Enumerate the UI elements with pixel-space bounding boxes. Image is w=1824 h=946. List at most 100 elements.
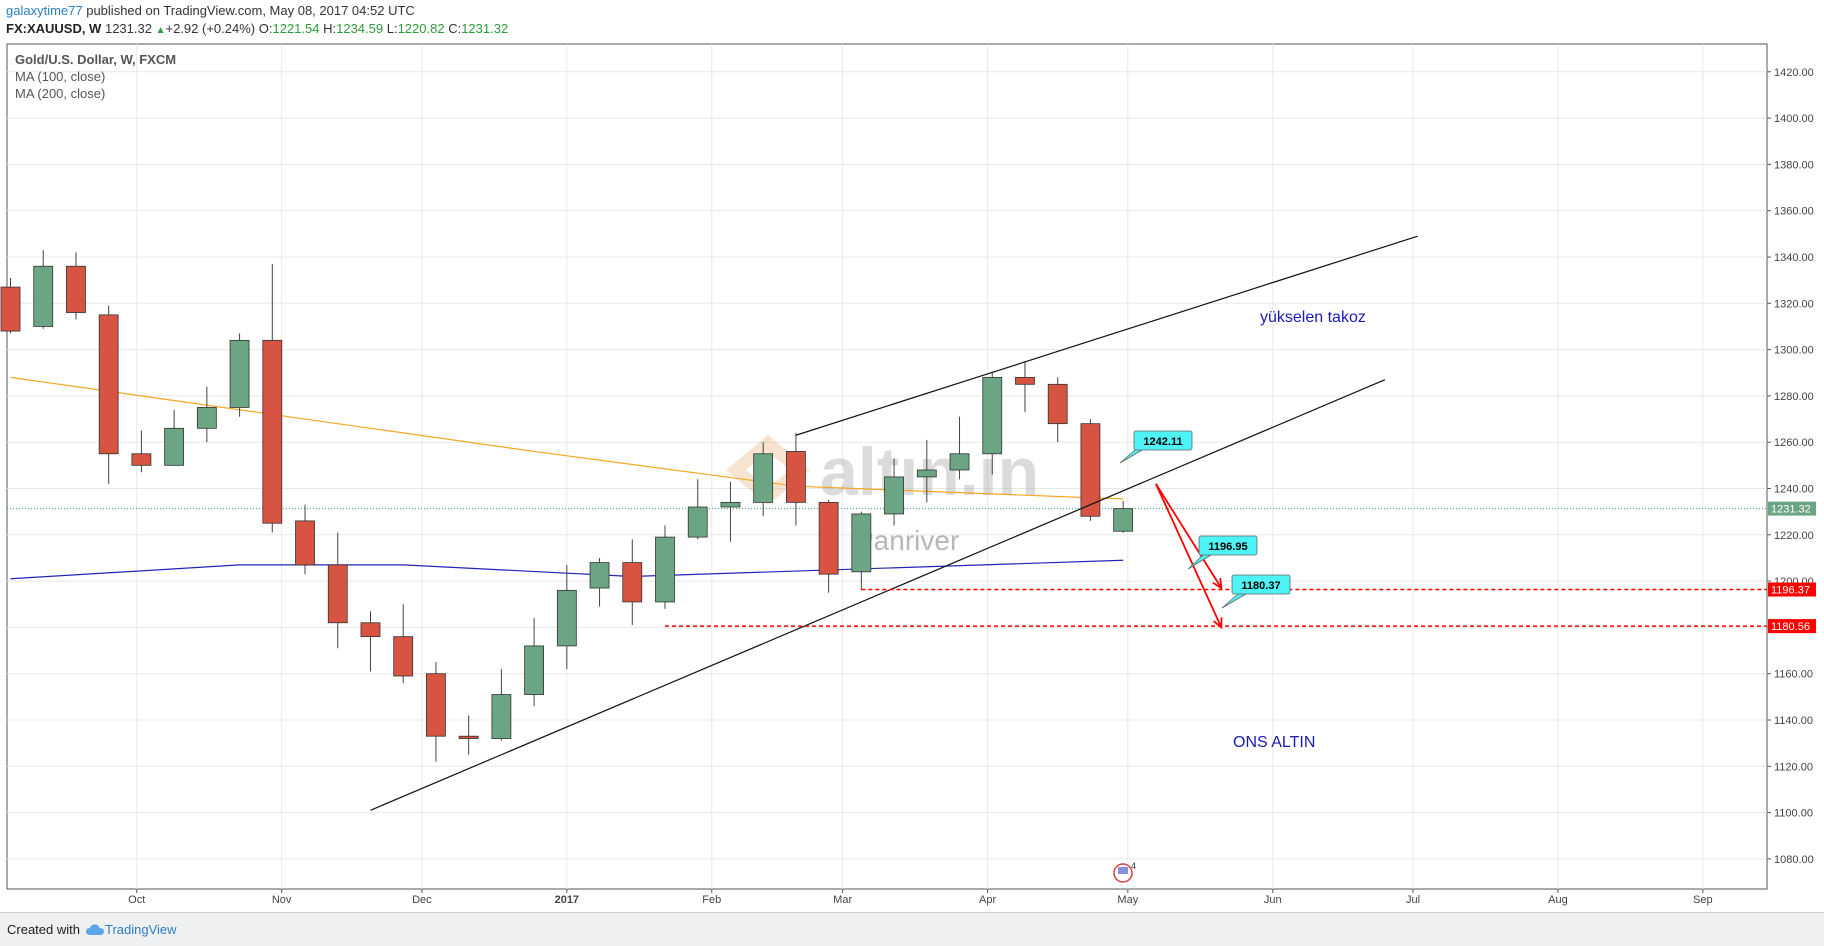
symbol-label: FX:XAUUSD, W xyxy=(6,21,102,36)
x-tick-label: Oct xyxy=(128,894,145,906)
candle xyxy=(1047,377,1068,443)
candle-body xyxy=(720,501,741,508)
author-link[interactable]: galaxytime77 xyxy=(6,3,83,18)
candle xyxy=(327,532,348,649)
wedge-label: yükselen takoz xyxy=(1260,309,1366,326)
y-tick-label: 1100.00 xyxy=(1774,808,1813,820)
candle xyxy=(196,386,217,443)
legend-ma200[interactable]: MA (200, close) xyxy=(15,86,106,101)
x-tick-label: Nov xyxy=(272,894,292,906)
watermark-text: Panriver xyxy=(855,525,959,556)
candle-body xyxy=(622,562,643,603)
candle-body xyxy=(360,622,381,638)
close-value: 1231.32 xyxy=(461,21,509,36)
legend-title: Gold/U.S. Dollar, W, FXCM xyxy=(15,52,177,67)
candle-body xyxy=(98,314,119,455)
candle-body xyxy=(753,453,774,503)
candle-body xyxy=(131,453,152,466)
candle xyxy=(1015,361,1035,413)
candle-body xyxy=(851,513,872,573)
candle xyxy=(851,511,872,591)
callout-3[interactable]: 1180.37 xyxy=(1221,574,1291,609)
candle-body xyxy=(589,562,610,589)
last-price-tag xyxy=(1768,501,1816,516)
change-text: +2.92 (+0.24%) xyxy=(165,21,256,36)
x-tick-label: Feb xyxy=(702,894,721,906)
y-tick-label: 1240.00 xyxy=(1774,483,1814,495)
candle xyxy=(982,372,1003,475)
y-tick-label: 1300.00 xyxy=(1774,345,1814,357)
candle-body xyxy=(818,501,839,575)
open-label: O: xyxy=(258,21,273,36)
price-chart[interactable]: altın.in Panriver 1080.001100.001120.001… xyxy=(0,0,1824,912)
candle-body xyxy=(1015,376,1035,385)
last-price-tag-text: 1231.32 xyxy=(1771,504,1811,516)
candle-body xyxy=(524,645,544,695)
y-tick-label: 1140.00 xyxy=(1774,715,1813,727)
candle xyxy=(949,416,970,480)
event-marker[interactable]: 4 xyxy=(1113,861,1136,883)
created-with-text: Created with xyxy=(7,922,80,937)
support-tag-1 xyxy=(1768,582,1816,597)
legend-ma100[interactable]: MA (100, close) xyxy=(15,69,106,84)
plot-border xyxy=(6,43,1768,890)
candle xyxy=(0,277,21,334)
candle-body xyxy=(655,536,675,603)
candle xyxy=(393,604,414,683)
candle xyxy=(622,539,643,626)
candle xyxy=(524,618,544,707)
tradingview-link[interactable]: TradingView xyxy=(105,922,177,937)
y-tick-label: 1420.00 xyxy=(1774,67,1814,79)
support-tag-2 xyxy=(1768,619,1816,634)
close-label: C: xyxy=(448,21,462,36)
candle xyxy=(720,481,741,542)
candle-body xyxy=(164,427,185,466)
support-tag-1-text: 1196.37 xyxy=(1771,584,1810,596)
callout-2-text: 1196.95 xyxy=(1208,541,1247,553)
open-value: 1221.54 xyxy=(272,21,320,36)
candle-body xyxy=(33,265,54,327)
publish-text: published on TradingView.com, May 08, 20… xyxy=(82,3,415,18)
candle xyxy=(33,250,54,329)
candle xyxy=(426,662,446,762)
x-tick-label: Dec xyxy=(412,894,432,906)
candle-body xyxy=(491,694,512,739)
low-label: L: xyxy=(386,21,398,36)
candle-body xyxy=(426,673,446,737)
candle xyxy=(786,432,806,526)
candle-body xyxy=(982,376,1003,455)
y-tick-label: 1340.00 xyxy=(1774,252,1814,264)
y-tick-label: 1280.00 xyxy=(1774,391,1814,403)
candle-body xyxy=(327,564,348,624)
trendline xyxy=(795,235,1418,436)
candle-body xyxy=(1047,383,1068,425)
y-tick-label: 1080.00 xyxy=(1774,854,1814,866)
ohlc-header: FX:XAUUSD, W 1231.32 ▲+2.92 (+0.24%) O:1… xyxy=(6,21,508,36)
ons-label: ONS ALTIN xyxy=(1233,734,1315,751)
y-tick-label: 1360.00 xyxy=(1774,206,1814,218)
candle xyxy=(655,525,675,609)
y-tick-label: 1220.00 xyxy=(1774,530,1814,542)
low-value: 1220.82 xyxy=(397,21,445,36)
candle-body xyxy=(0,286,21,332)
candle xyxy=(262,263,283,533)
arrow-line xyxy=(1155,483,1223,628)
candle-body xyxy=(884,476,904,515)
x-tick-label: May xyxy=(1117,894,1138,906)
footer-bar: Created with TradingView xyxy=(0,912,1824,946)
publish-info: galaxytime77 published on TradingView.co… xyxy=(6,3,415,18)
callout-1[interactable]: 1242.11 xyxy=(1119,430,1193,464)
x-tick-label: Sep xyxy=(1693,894,1713,906)
candle xyxy=(295,504,315,575)
candle xyxy=(66,252,86,320)
event-count: 4 xyxy=(1131,861,1136,871)
candle-body xyxy=(556,589,577,647)
callout-3-text: 1180.37 xyxy=(1241,580,1280,592)
x-tick-label: Mar xyxy=(833,894,852,906)
callout-1-text: 1242.11 xyxy=(1143,436,1182,448)
callout-2[interactable]: 1196.95 xyxy=(1187,535,1258,570)
x-tick-label: Jun xyxy=(1264,894,1282,906)
arrow-head xyxy=(1213,617,1223,630)
candle xyxy=(1080,419,1101,521)
candle-body xyxy=(786,451,806,503)
